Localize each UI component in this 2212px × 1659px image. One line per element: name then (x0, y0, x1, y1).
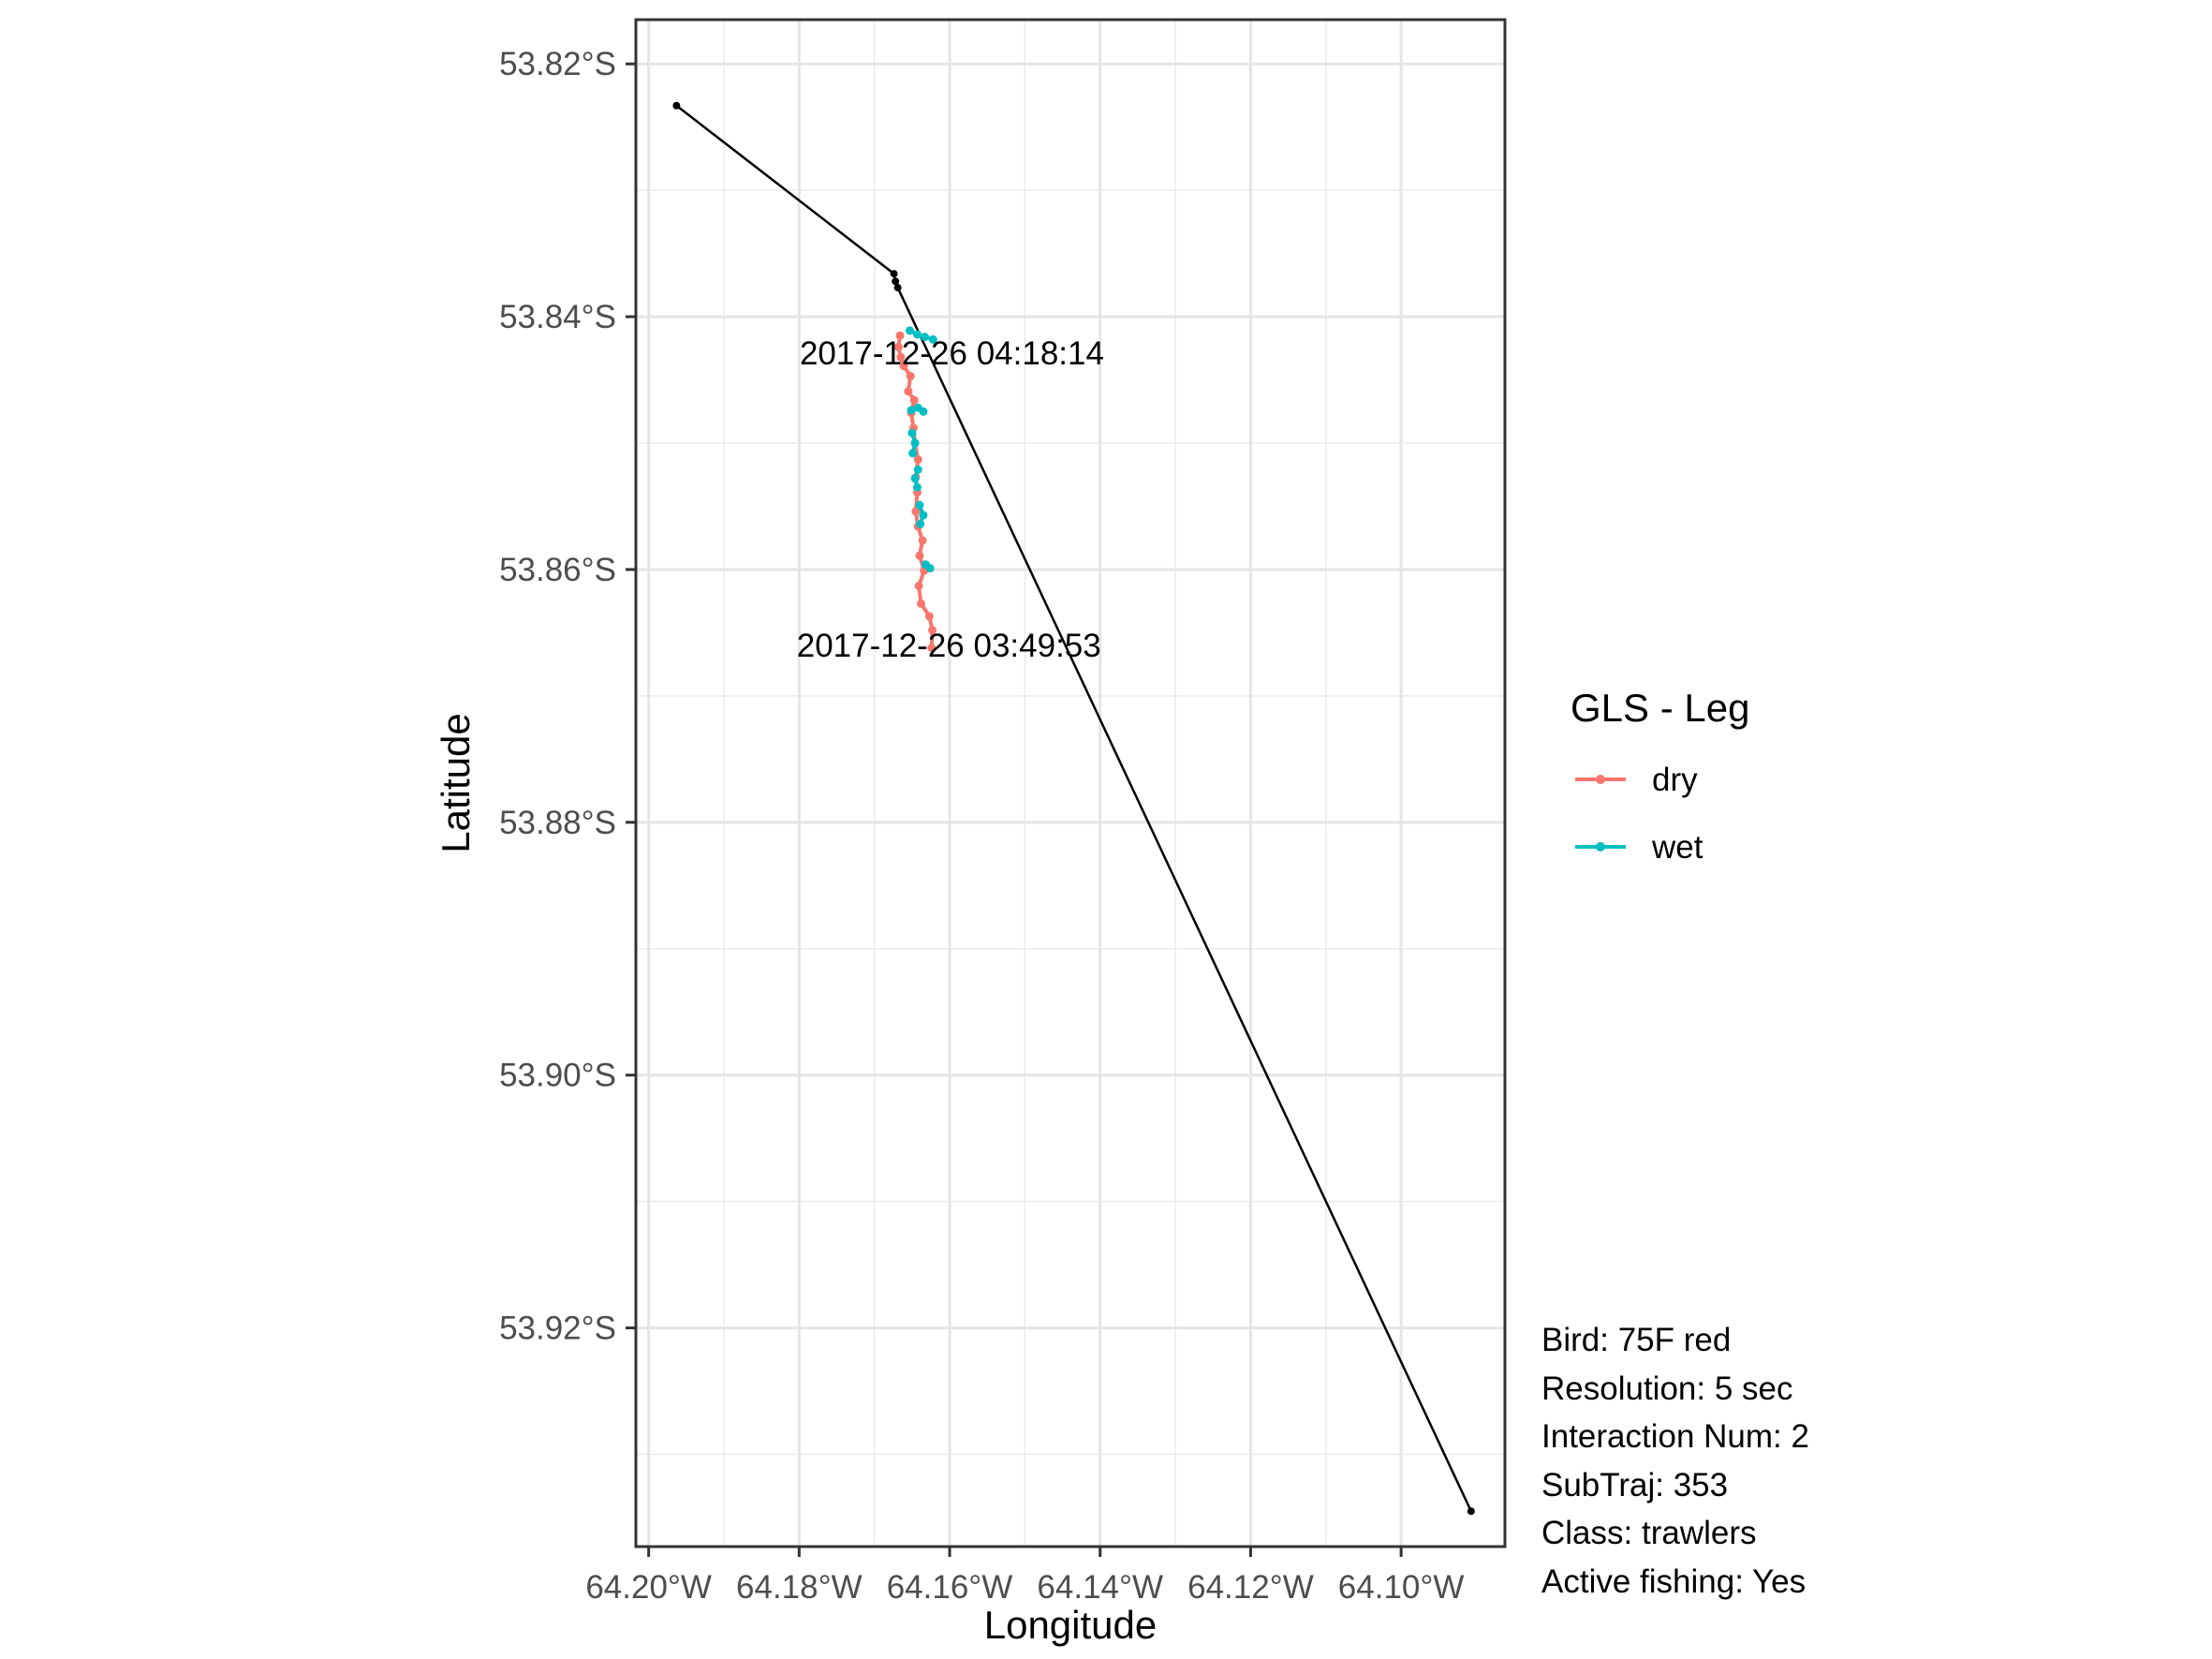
y-axis-title: Latitude (434, 713, 478, 852)
series-point-wet (912, 330, 922, 339)
series-point-wet (921, 333, 930, 342)
x-tick-label: 64.16°W (887, 1569, 1013, 1606)
series-point-dry (911, 507, 921, 516)
series-point-wet (907, 406, 916, 415)
series-point-wet (925, 564, 935, 573)
legend-label-dry: dry (1652, 762, 1698, 798)
trajectory-info: Bird: 75F red Resolution: 5 sec Interact… (1541, 1316, 1809, 1606)
series-point-dry (917, 599, 926, 608)
series-point-wet (919, 407, 928, 416)
vessel-track-point (672, 101, 681, 110)
series-point-dry (906, 372, 915, 381)
series-point-wet (912, 482, 922, 492)
y-tick-label: 53.84°S (499, 299, 616, 335)
info-active-fishing: Active fishing: Yes (1541, 1563, 1806, 1600)
gridlines (636, 20, 1505, 1547)
series-point-dry (927, 644, 936, 653)
legend-key-point (1596, 775, 1605, 784)
x-tick-label: 64.14°W (1037, 1569, 1163, 1606)
series-point-wet (908, 449, 918, 458)
x-tick-label: 64.18°W (736, 1569, 863, 1606)
series-point-dry (913, 455, 922, 465)
series-point-dry (899, 362, 908, 371)
y-tick-label: 53.92°S (499, 1311, 616, 1347)
timestamp-label: 2017-12-26 04:18:14 (800, 335, 1104, 372)
vessel-track-point (890, 270, 898, 278)
series-point-dry (915, 551, 924, 560)
info-subtraj: SubTraj: 353 (1541, 1466, 1729, 1503)
y-tick-label: 53.86°S (499, 552, 616, 588)
vessel-track-point (892, 277, 900, 286)
series-point-dry (909, 395, 919, 405)
info-class: Class: trawlers (1541, 1515, 1757, 1551)
series-point-dry (896, 352, 906, 362)
series-point-wet (910, 438, 920, 448)
axes: 64.20°W 64.18°W 64.16°W 64.14°W 64.12°W 64.10… (499, 46, 1464, 1606)
annotations: 2017-12-26 04:18:14 2017-12-26 03:49:53 (797, 335, 1104, 664)
series-point-wet (913, 465, 922, 474)
legend-label-wet: wet (1651, 829, 1703, 866)
series-point-wet (905, 326, 914, 335)
legend: GLS - Leg dry wet (1571, 686, 1749, 866)
legend-entries: dry wet (1575, 762, 1703, 866)
series-point-wet (907, 428, 917, 437)
x-tick-label: 64.10°W (1338, 1569, 1465, 1606)
series-point-wet (915, 500, 924, 510)
vessel-track-point (893, 284, 902, 292)
x-tick-label: 64.12°W (1187, 1569, 1314, 1606)
info-interaction-num: Interaction Num: 2 (1541, 1418, 1809, 1455)
y-tick-label: 53.82°S (499, 46, 616, 82)
series-point-dry (918, 536, 927, 545)
series-point-wet (910, 474, 920, 483)
info-resolution: Resolution: 5 sec (1541, 1370, 1793, 1407)
y-tick-label: 53.90°S (499, 1058, 616, 1094)
series-point-wet (928, 334, 937, 344)
y-tick-label: 53.88°S (499, 805, 616, 841)
vessel-track-point (1467, 1507, 1475, 1516)
series-point-dry (904, 387, 913, 396)
info-bird: Bird: 75F red (1541, 1322, 1732, 1358)
x-axis-title: Longitude (984, 1603, 1158, 1647)
timestamp-label: 2017-12-26 03:49:53 (797, 628, 1101, 664)
x-tick-label: 64.20°W (585, 1569, 712, 1606)
series-point-dry (928, 626, 937, 635)
vessel-track (672, 101, 1475, 1516)
series-point-dry (893, 342, 903, 351)
series-point-dry (895, 331, 905, 340)
legend-key-point (1596, 842, 1605, 852)
bird-track (893, 326, 937, 653)
series-point-dry (914, 582, 923, 591)
series-point-dry (924, 612, 934, 621)
series-point-wet (916, 519, 925, 528)
series-point-wet (919, 511, 928, 520)
panel-border (634, 18, 1507, 1548)
legend-title: GLS - Leg (1571, 686, 1749, 730)
